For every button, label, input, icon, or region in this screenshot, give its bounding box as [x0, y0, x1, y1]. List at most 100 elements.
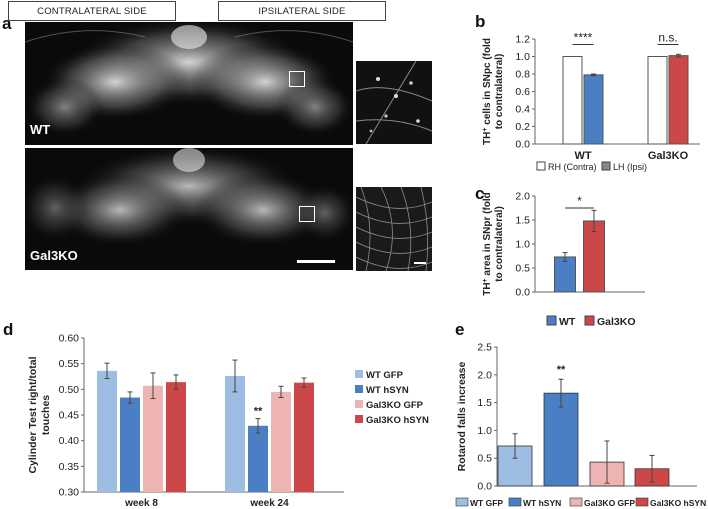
micrograph-gal3ko: Gal3KO: [25, 148, 353, 270]
micrograph-wt: WT: [25, 22, 353, 145]
micrograph-wt-art: [25, 22, 353, 145]
d-legend-swatch-0: [355, 370, 363, 378]
e-legend-label-3: Gal3KO hSYN: [650, 498, 706, 508]
b-y-tick-label: 0.8: [515, 69, 530, 81]
panel-letter-e: e: [455, 320, 465, 339]
c-y-tick-label: 0.5: [515, 263, 530, 275]
c-legend-label-0: WT: [559, 316, 576, 328]
header-ipsilateral: IPSILATERAL SIDE: [218, 1, 386, 21]
d-legend-swatch-3: [355, 415, 363, 423]
c-y-tick-label: 0.0: [515, 287, 530, 299]
panel-letter-d: d: [3, 320, 14, 339]
bar-d-week24-2: [271, 391, 291, 492]
chart-e: 0.0 0.5 1.0 1.5 2.0 2.5 ** Rotarod falls increa…: [455, 342, 706, 508]
e-legend-swatch-3: [635, 497, 649, 507]
e-y-label: Rotarod falls increase: [456, 361, 468, 471]
d-category-label: week 24: [249, 498, 289, 509]
inset-wt-art: [355, 60, 433, 145]
bar-b-contra-WT: [562, 56, 583, 145]
b-y-label-line1: TH+ cells in SNpc (fold: [482, 38, 494, 145]
d-y-tick-label: 0.50: [59, 384, 80, 396]
micrograph-gal3ko-art: [25, 148, 353, 270]
bar-e-1: [543, 392, 579, 487]
e-legend-swatch-0: [455, 497, 469, 507]
e-legend-label-2: Gal3KO GFP: [584, 498, 635, 508]
b-y-tick-label: 1.2: [515, 34, 530, 46]
d-y-tick-label: 0.30: [59, 487, 80, 499]
b-legend-label-0: RH (Contra): [548, 162, 597, 172]
label-gal3ko: Gal3KO: [30, 248, 78, 263]
d-legend-label-3: Gal3KO hSYN: [366, 415, 429, 426]
d-y-label-line1: Cylinder Test right/total: [27, 356, 39, 473]
chart-c: 0.0 0.5 1.0 1.5 2.0 * TH+ area in SNpr (fold to…: [482, 191, 645, 328]
bar-c-WT: [554, 256, 576, 293]
d-y-tick-label: 0.40: [59, 435, 80, 447]
b-y-tick-label: 1.0: [515, 51, 530, 63]
e-y-tick-label: 2.0: [477, 369, 492, 381]
bar-d-week8-0: [97, 370, 117, 492]
bar-d-week24-3: [294, 382, 314, 492]
d-legend-swatch-2: [355, 400, 363, 408]
d-legend-label-2: Gal3KO GFP: [366, 400, 424, 411]
roi-box-wt: [289, 71, 305, 87]
c-legend-swatch-0: [546, 315, 557, 326]
c-legend-swatch-1: [584, 315, 595, 326]
d-y-tick-label: 0.60: [59, 333, 80, 345]
bar-b-ipsi-WT: [583, 74, 604, 145]
e-legend-swatch-2: [569, 497, 583, 507]
b-significance-WT: ****: [574, 31, 593, 45]
d-legend-swatch-1: [355, 385, 363, 393]
c-legend-label-1: Gal3KO: [597, 316, 636, 328]
b-y-label-line2: to contralateral): [494, 54, 505, 130]
b-legend-label-1: LH (Ipsi): [613, 162, 647, 172]
inset-wt: [355, 60, 433, 145]
bar-d-week8-2: [143, 385, 163, 492]
c-y-tick-label: 2.0: [515, 191, 530, 203]
roi-box-gal3ko: [299, 206, 315, 222]
scale-bar-main: [297, 260, 335, 263]
b-legend-swatch-0: [536, 161, 546, 171]
panel-letter-b: b: [475, 12, 486, 31]
bar-d-week24-1: [248, 425, 268, 492]
bar-d-week8-3: [166, 382, 186, 492]
c-significance: *: [577, 194, 582, 208]
inset-gal3ko-art: [355, 186, 433, 272]
d-category-label: week 8: [124, 498, 158, 509]
e-y-tick-label: 2.5: [477, 342, 492, 354]
c-y-tick-label: 1.0: [515, 239, 530, 251]
b-y-tick-label: 0.4: [515, 104, 530, 116]
inset-gal3ko: [355, 186, 433, 272]
b-y-tick-label: 0.6: [515, 86, 530, 98]
bar-b-ipsi-Gal3KO: [668, 55, 689, 145]
c-y-label-line1: TH+ area in SNpr (fold: [482, 192, 494, 296]
e-legend-label-0: WT GFP: [470, 498, 503, 508]
e-legend-swatch-1: [508, 497, 522, 507]
e-significance: **: [557, 364, 566, 376]
b-y-tick-label: 0.2: [515, 121, 530, 133]
d-legend-label-0: WT GFP: [366, 370, 404, 381]
e-y-tick-label: 0.5: [477, 453, 492, 465]
label-wt: WT: [30, 122, 51, 137]
e-y-tick-label: 1.5: [477, 397, 492, 409]
c-y-label-line2: to contralateral): [494, 206, 505, 282]
d-legend-label-1: WT hSYN: [366, 385, 409, 396]
e-y-tick-label: 1.0: [477, 425, 492, 437]
header-contralateral: CONTRALATERAL SIDE: [8, 1, 176, 21]
scale-bar-inset: [414, 262, 426, 264]
chart-b: 0.0 0.2 0.4 0.6 0.8 1.0 1.2 WT **** Gal3KO n.s. TH+…: [482, 31, 700, 172]
bar-d-week8-1: [120, 397, 140, 492]
b-category-label: WT: [574, 150, 591, 162]
panel-letter-a: a: [2, 14, 12, 33]
panel-letter-c: c: [475, 184, 485, 203]
e-legend-label-1: WT hSYN: [523, 498, 561, 508]
bar-d-week24-0: [225, 375, 245, 492]
d-y-label-line2: touches: [40, 395, 52, 435]
b-category-label: Gal3KO: [648, 150, 689, 162]
bar-b-contra-Gal3KO: [647, 56, 668, 145]
chart-d: 0.30 0.35 0.40 0.45 0.50 0.55 0.60 week 8 week 2…: [27, 333, 429, 509]
e-y-tick-label: 0.0: [477, 481, 492, 493]
b-legend-swatch-1: [601, 161, 611, 171]
b-y-tick-label: 0.0: [515, 139, 530, 151]
b-significance-Gal3KO: n.s.: [658, 31, 677, 45]
c-y-tick-label: 1.5: [515, 215, 530, 227]
